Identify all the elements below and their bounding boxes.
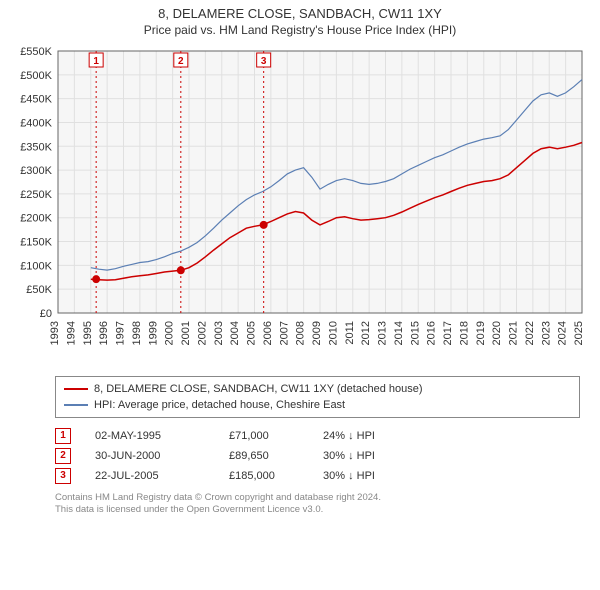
chart-container: £0 £50K £100K £150K £200K £250K £300K £350K £400… [10,43,590,368]
x-tick-label: 1998 [131,321,143,345]
x-tick-label: 2007 [278,321,290,345]
x-tick-label: 2013 [377,321,389,345]
y-tick-label: £500K [20,70,52,82]
x-tick-label: 1997 [115,321,127,345]
sale-row-delta: 24% ↓ HPI [323,426,413,446]
x-tick-label: 2002 [196,321,208,345]
x-tick-label: 2021 [508,321,520,345]
sale-row-price: £71,000 [229,426,299,446]
y-tick-label: £200K [20,213,52,225]
y-tick-label: £300K [20,165,52,177]
sale-row-delta: 30% ↓ HPI [323,466,413,486]
x-tick-label: 2001 [180,321,192,345]
legend-item: 8, DELAMERE CLOSE, SANDBACH, CW11 1XY (d… [64,381,571,397]
sale-marker-number: 1 [93,56,99,67]
x-tick-label: 1999 [147,321,159,345]
x-tick-label: 2005 [246,321,258,345]
footer-attribution: Contains HM Land Registry data © Crown c… [55,492,580,516]
x-tick-label: 2015 [409,321,421,345]
y-tick-label: £250K [20,189,52,201]
x-tick-label: 2024 [557,321,569,345]
footer-line: Contains HM Land Registry data © Crown c… [55,492,580,504]
legend-item: HPI: Average price, detached house, Ches… [64,397,571,413]
sale-row-date: 22-JUL-2005 [95,466,205,486]
sale-row-marker: 3 [55,468,71,484]
y-tick-label: £350K [20,141,52,153]
x-tick-label: 2014 [393,321,405,345]
sale-row-date: 30-JUN-2000 [95,446,205,466]
chart-subtitle: Price paid vs. HM Land Registry's House … [0,21,600,37]
x-tick-label: 2022 [524,321,536,345]
sale-row-price: £185,000 [229,466,299,486]
legend-swatch [64,404,88,406]
chart-title: 8, DELAMERE CLOSE, SANDBACH, CW11 1XY [0,0,600,21]
x-tick-label: 1995 [82,321,94,345]
x-tick-label: 2023 [540,321,552,345]
x-tick-label: 2019 [475,321,487,345]
x-tick-label: 2011 [344,321,356,345]
y-tick-label: £550K [20,46,52,58]
x-tick-label: 2006 [262,321,274,345]
footer-line: This data is licensed under the Open Gov… [55,504,580,516]
y-tick-label: £50K [26,284,52,296]
sale-row: 3 22-JUL-2005 £185,000 30% ↓ HPI [55,466,580,486]
sale-marker-number: 3 [261,56,267,67]
y-tick-label: £400K [20,117,52,129]
x-tick-label: 2018 [458,321,470,345]
y-tick-label: £100K [20,260,52,272]
x-tick-label: 2004 [229,321,241,345]
sale-marker-number: 2 [178,56,184,67]
sale-row-price: £89,650 [229,446,299,466]
x-tick-label: 2008 [295,321,307,345]
sale-row-marker: 2 [55,448,71,464]
sales-table: 1 02-MAY-1995 £71,000 24% ↓ HPI 2 30-JUN-2000… [55,426,580,486]
legend-label: 8, DELAMERE CLOSE, SANDBACH, CW11 1XY (d… [94,381,423,397]
x-tick-label: 1994 [65,321,77,345]
sale-row: 1 02-MAY-1995 £71,000 24% ↓ HPI [55,426,580,446]
x-tick-label: 2025 [573,321,585,345]
x-tick-label: 2020 [491,321,503,345]
legend: 8, DELAMERE CLOSE, SANDBACH, CW11 1XY (d… [55,376,580,418]
y-tick-label: £0 [40,308,52,320]
x-tick-label: 2003 [213,321,225,345]
y-tick-label: £150K [20,237,52,249]
price-chart: £0 £50K £100K £150K £200K £250K £300K £350K £400… [10,43,590,363]
sale-row-date: 02-MAY-1995 [95,426,205,446]
x-tick-label: 1993 [49,321,61,345]
page: 8, DELAMERE CLOSE, SANDBACH, CW11 1XY Pr… [0,0,600,590]
sale-row-delta: 30% ↓ HPI [323,446,413,466]
sale-row-marker: 1 [55,428,71,444]
x-tick-label: 2017 [442,321,454,345]
x-tick-label: 2009 [311,321,323,345]
y-tick-label: £450K [20,94,52,106]
x-tick-label: 2016 [426,321,438,345]
x-tick-label: 1996 [98,321,110,345]
x-tick-label: 2010 [327,321,339,345]
legend-label: HPI: Average price, detached house, Ches… [94,397,345,413]
x-tick-label: 2012 [360,321,372,345]
legend-swatch [64,388,88,390]
x-tick-label: 2000 [164,321,176,345]
sale-row: 2 30-JUN-2000 £89,650 30% ↓ HPI [55,446,580,466]
